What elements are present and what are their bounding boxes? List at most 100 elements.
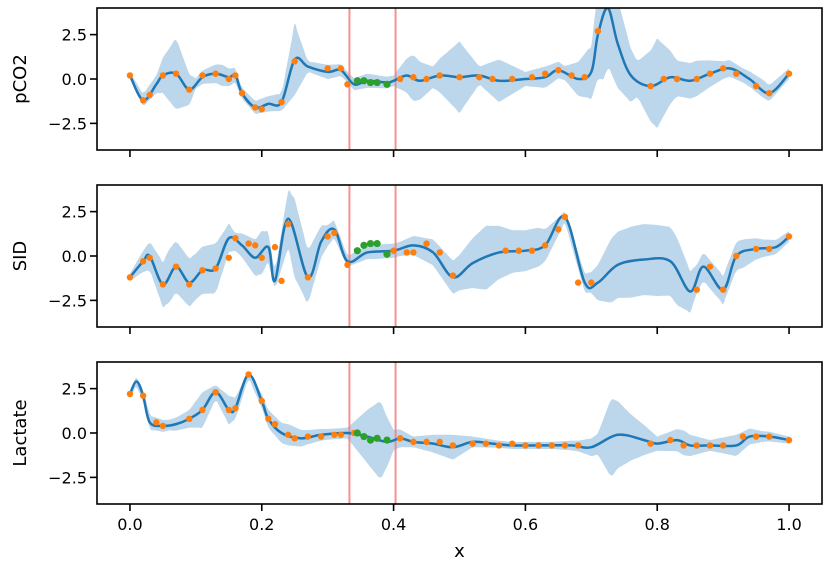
train-point: [324, 233, 331, 240]
train-point: [139, 258, 147, 265]
train-point: [766, 245, 773, 253]
train-point: [337, 431, 345, 438]
train-point: [291, 435, 298, 442]
train-point: [482, 440, 490, 447]
train-point: [278, 98, 285, 106]
y-tick-label: 0.0: [62, 247, 87, 266]
plot-area: [126, 185, 793, 327]
x-tick-label: 1.0: [776, 515, 801, 534]
train-point: [495, 442, 503, 449]
y-tick-label: −2.5: [48, 468, 87, 487]
train-point: [258, 397, 265, 405]
train-point: [304, 433, 312, 440]
train-point: [271, 243, 279, 251]
mean-line: [128, 214, 790, 293]
test-point: [373, 434, 381, 442]
train-point: [186, 415, 193, 422]
train-point: [680, 442, 687, 449]
train-point: [706, 70, 714, 77]
train-point: [396, 435, 404, 442]
test-point: [383, 80, 391, 88]
train-point: [153, 419, 160, 426]
train-point: [284, 220, 292, 228]
train-point: [199, 406, 206, 414]
train-point: [410, 438, 417, 446]
x-axis-label: x: [454, 541, 465, 562]
train-point: [284, 431, 292, 438]
train-point: [212, 70, 219, 77]
y-axis-label: Lactate: [10, 399, 31, 466]
train-point: [139, 97, 147, 104]
y-tick-label: −2.5: [48, 291, 87, 310]
test-point: [366, 239, 375, 248]
train-point: [555, 66, 562, 74]
train-point: [126, 72, 134, 79]
x-tick-label: 0.6: [513, 515, 538, 534]
train-point: [199, 267, 206, 274]
y-tick-label: −2.5: [48, 114, 87, 133]
train-point: [719, 65, 727, 72]
y-tick-label: 0.0: [62, 424, 87, 443]
train-point: [509, 75, 516, 83]
uncertainty-band: [129, 8, 790, 128]
train-point: [555, 226, 562, 233]
train-point: [159, 72, 167, 79]
train-point: [159, 422, 167, 430]
train-point: [225, 254, 233, 261]
train-point: [304, 274, 312, 281]
train-point: [232, 404, 239, 412]
axes-frame: [96, 361, 823, 505]
train-point: [561, 442, 569, 449]
train-point: [344, 81, 351, 88]
train-point: [647, 82, 654, 90]
test-point: [383, 436, 391, 444]
train-point: [331, 229, 338, 237]
panel-pco2: −2.5 0.0 2.5 pCO2: [10, 7, 823, 157]
train-point: [245, 240, 252, 247]
train-point: [785, 70, 793, 77]
train-point: [251, 104, 259, 111]
train-point: [502, 247, 509, 254]
train-point: [212, 265, 219, 272]
test-point: [360, 77, 368, 85]
train-point: [752, 82, 760, 90]
y-tick-label: 2.5: [62, 26, 87, 45]
train-point: [535, 442, 542, 449]
x-tick-label: 0.2: [249, 515, 274, 534]
train-point: [449, 442, 457, 449]
plot-area: [126, 8, 793, 150]
train-point: [660, 75, 668, 83]
train-point: [706, 263, 714, 270]
panel-sid: −2.5 0.0 2.5 SID: [10, 184, 823, 334]
train-point: [509, 440, 516, 447]
test-point: [366, 436, 375, 444]
y-axis-label: SID: [10, 241, 31, 272]
train-point: [568, 72, 575, 79]
train-point: [390, 247, 397, 254]
train-point: [317, 433, 325, 440]
train-point: [331, 431, 338, 438]
train-point: [647, 440, 654, 447]
train-point: [324, 65, 331, 72]
train-point: [785, 436, 793, 444]
train-point: [238, 90, 246, 97]
test-point: [353, 247, 361, 255]
train-point: [291, 58, 298, 65]
train-point: [245, 371, 252, 378]
train-point: [186, 86, 193, 93]
train-point: [752, 433, 760, 440]
train-point: [146, 91, 153, 99]
train-point: [476, 74, 483, 81]
mean-line: [128, 373, 790, 449]
mean-line: [128, 8, 790, 110]
train-point: [337, 65, 345, 72]
train-point: [456, 74, 463, 81]
train-point: [126, 274, 134, 281]
y-tick-label: 2.5: [62, 203, 87, 222]
test-point: [383, 250, 391, 258]
train-point: [706, 442, 714, 449]
train-point: [423, 438, 430, 446]
train-point: [423, 240, 430, 247]
panel-lactate: −2.5 0.0 2.5 Lactate 0.0 0.2 0.4 0.6 0.8 1.0 x: [10, 361, 823, 562]
